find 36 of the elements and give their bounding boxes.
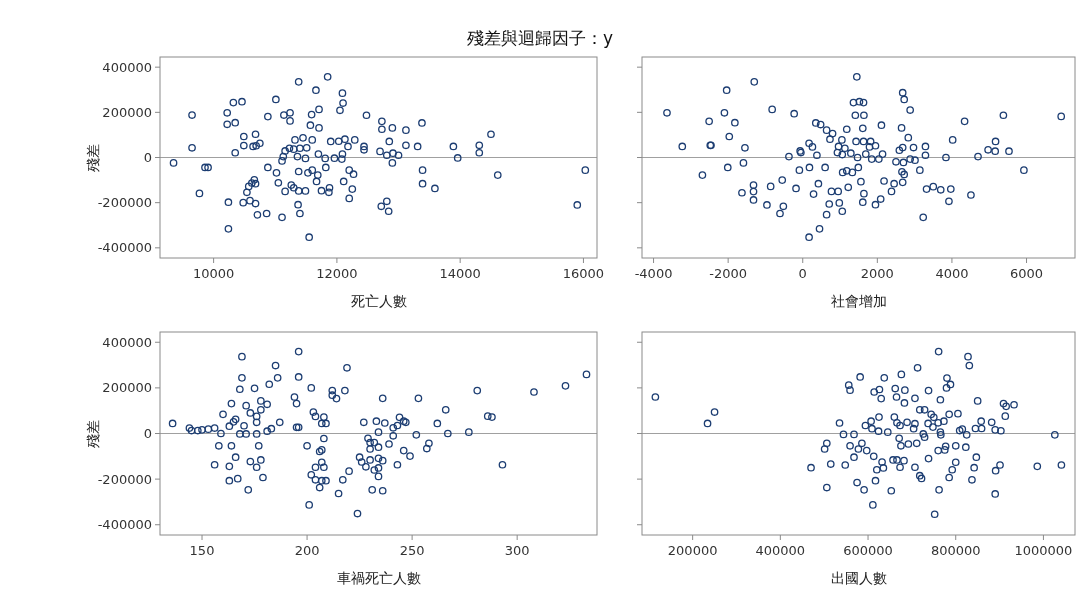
x-tick-label: -2000 [709, 266, 748, 281]
x-tick-label: 10000 [192, 266, 235, 281]
x-tick-label: 16000 [562, 266, 605, 281]
x-tick-label: 1000000 [1014, 543, 1073, 558]
x-tick-label: 14000 [439, 266, 481, 281]
y-tick-label: 200000 [102, 104, 152, 120]
y-tick-label: 400000 [102, 334, 152, 350]
x-axis-title: 死亡人數 [350, 293, 407, 309]
x-tick-label: 250 [399, 543, 425, 558]
x-tick-label: 600000 [843, 543, 893, 558]
x-tick-label: 400000 [755, 543, 806, 558]
y-tick-label: 400000 [102, 59, 152, 75]
x-tick-label: -4000 [634, 266, 673, 281]
x-tick-label: 200 [294, 543, 320, 558]
x-tick-label: 6000 [1009, 266, 1044, 281]
x-tick-label: 2000 [860, 266, 894, 281]
y-tick-label: 0 [143, 150, 152, 165]
chart-title: 殘差與迴歸因子：y [466, 28, 614, 48]
x-tick-label: 12000 [316, 266, 358, 281]
y-tick-label: 200000 [102, 380, 152, 396]
x-axis-title: 車禍死亡人數 [336, 570, 421, 586]
x-axis-title: 社會增加 [830, 293, 887, 309]
y-tick-label: 0 [143, 426, 152, 441]
y-axis-title: 殘差 [85, 143, 101, 172]
x-tick-label: 300 [504, 543, 530, 558]
y-tick-label: -200000 [97, 195, 152, 211]
y-tick-label: -400000 [97, 240, 152, 256]
x-tick-label: 150 [189, 543, 215, 558]
x-tick-label: 4000 [935, 266, 969, 281]
x-tick-label: 0 [798, 266, 807, 281]
x-tick-label: 200000 [667, 543, 718, 558]
x-tick-label: 800000 [930, 543, 981, 558]
y-tick-label: -400000 [97, 517, 152, 533]
x-axis-title: 出國人數 [830, 570, 887, 586]
y-tick-label: -200000 [97, 471, 152, 487]
y-axis-title: 殘差 [85, 419, 101, 448]
